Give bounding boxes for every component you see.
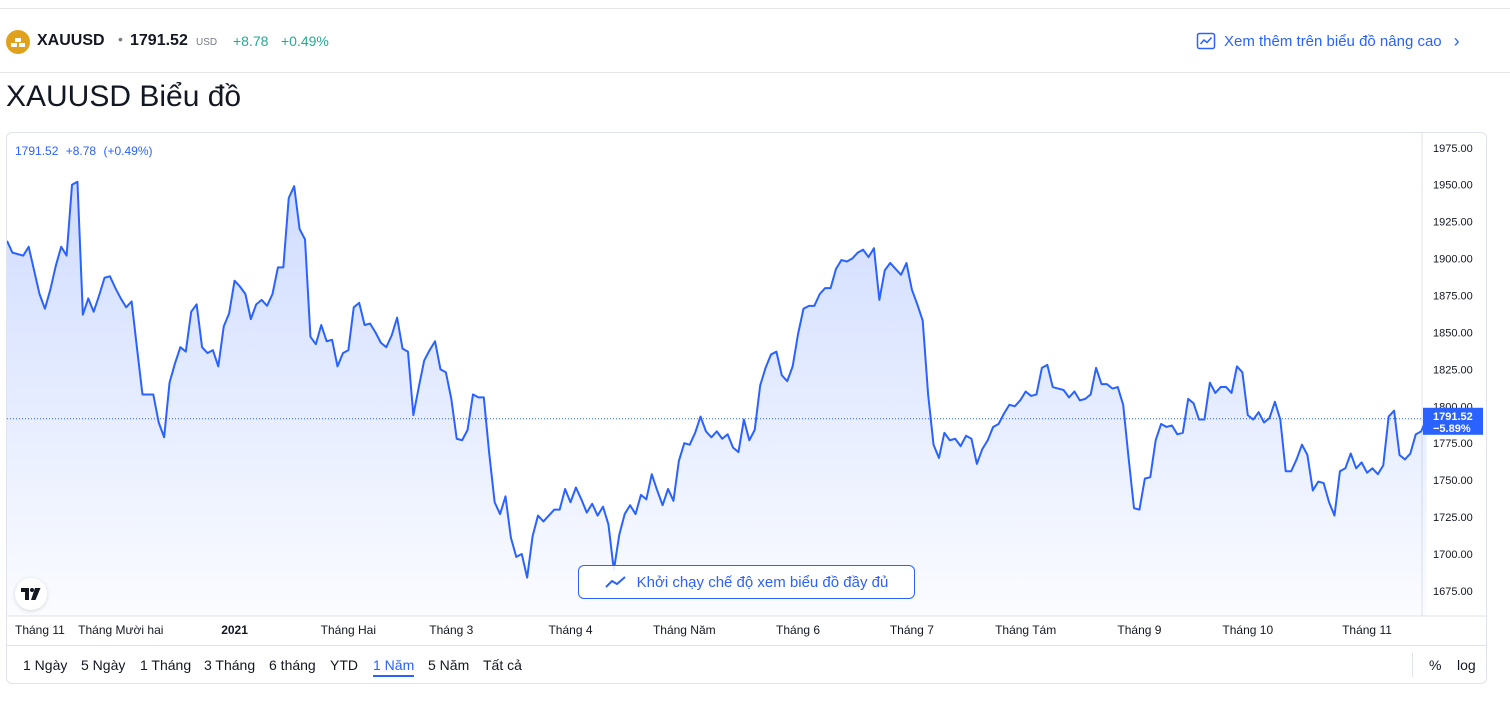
period-selector: 1 Ngày 5 Ngày 1 Tháng 3 Tháng 6 tháng YTD 1 Nă… [7, 645, 1486, 683]
x-tick-label: Tháng 11 [15, 623, 65, 637]
x-tick-label: Tháng 4 [548, 623, 592, 637]
y-tick-label: 1850.00 [1433, 327, 1473, 339]
last-price-percent: −5.89% [1433, 423, 1471, 435]
y-tick-label: 1950.00 [1433, 180, 1473, 192]
log-scale-button[interactable]: log [1457, 657, 1476, 673]
y-tick-label: 1725.00 [1433, 512, 1473, 524]
legend-price: 1791.52 [15, 144, 59, 158]
period-button[interactable]: YTD [330, 657, 358, 673]
y-tick-label: 1875.00 [1433, 290, 1473, 302]
period-button[interactable]: 1 Ngày [23, 657, 68, 673]
y-tick-label: 1825.00 [1433, 364, 1473, 376]
page-title: XAUUSD Biểu đồ [6, 80, 242, 113]
y-tick-label: 1775.00 [1433, 438, 1473, 450]
legend-change: +8.78 [65, 144, 97, 158]
scale-divider [1412, 653, 1413, 677]
period-button[interactable]: 1 Năm [373, 657, 415, 677]
chart-card: 1675.00 1700.00 1725.00 1750.00 1775.00 1800.… [6, 132, 1487, 684]
y-tick-label: 1925.00 [1433, 217, 1473, 229]
y-tick-label: 1900.00 [1433, 254, 1473, 266]
symbol-change: +8.78 [233, 33, 269, 49]
price-line [7, 180, 1428, 579]
launch-full-chart-label: Khởi chạy chế độ xem biểu đồ đầy đủ [636, 573, 889, 591]
y-tick-label: 1975.00 [1433, 143, 1473, 155]
price-chart[interactable]: 1675.001700.001725.001750.001775.001800.… [7, 133, 1487, 645]
percent-scale-button[interactable]: % [1429, 657, 1442, 673]
chevron-right-icon: › [1453, 31, 1460, 51]
period-button[interactable]: 1 Tháng [140, 657, 192, 673]
price-area [7, 181, 1427, 617]
symbol-separator: • [118, 31, 123, 47]
symbol-currency: USD [196, 37, 218, 48]
period-button[interactable]: 6 tháng [269, 657, 316, 673]
x-tick-label: Tháng 3 [429, 623, 473, 637]
y-tick-label: 1675.00 [1433, 586, 1473, 598]
chart-legend: 1791.52 +8.78 (+0.49%) [15, 144, 156, 158]
period-button[interactable]: 5 Ngày [81, 657, 126, 673]
period-button[interactable]: Tất cả [483, 657, 522, 673]
last-price-badge [1423, 407, 1483, 435]
x-tick-label: Tháng 6 [776, 623, 820, 637]
tradingview-logo[interactable] [15, 578, 47, 610]
x-tick-label: Tháng Tám [995, 623, 1056, 637]
x-tick-label: Tháng 9 [1117, 623, 1161, 637]
symbol-change-percent: +0.49% [281, 33, 329, 49]
gold-symbol-icon [6, 30, 30, 54]
top-divider [0, 8, 1510, 9]
launch-full-chart-button[interactable]: Khởi chạy chế độ xem biểu đồ đầy đủ [578, 565, 915, 599]
x-tick-label: Tháng Hai [321, 623, 376, 637]
trend-line-icon [604, 576, 626, 588]
period-button[interactable]: 3 Tháng [204, 657, 256, 673]
x-tick-label: Tháng Năm [653, 623, 716, 637]
x-tick-label: Tháng 11 [1342, 623, 1392, 637]
chart-line-icon [1196, 32, 1216, 50]
symbol-name: XAUUSD [37, 32, 105, 49]
x-tick-label: Tháng Mười hai [78, 623, 163, 637]
advanced-chart-link[interactable]: Xem thêm trên biểu đồ nâng cao › [1196, 29, 1460, 53]
y-tick-label: 1750.00 [1433, 475, 1473, 487]
legend-change-percent: (+0.49%) [103, 144, 153, 158]
symbol-price: 1791.52 [130, 32, 188, 49]
header-divider [0, 72, 1510, 73]
period-button[interactable]: 5 Năm [428, 657, 470, 673]
symbol-header: XAUUSD • 1791.52 USD +8.78 +0.49% Xem th… [0, 22, 1510, 62]
last-price-value: 1791.52 [1433, 411, 1473, 423]
y-tick-label: 1700.00 [1433, 549, 1473, 561]
x-tick-label: 2021 [221, 623, 248, 637]
x-tick-label: Tháng 7 [890, 623, 934, 637]
x-tick-label: Tháng 10 [1222, 623, 1273, 637]
advanced-chart-link-label: Xem thêm trên biểu đồ nâng cao [1224, 32, 1442, 50]
tradingview-logo-icon [21, 588, 41, 600]
